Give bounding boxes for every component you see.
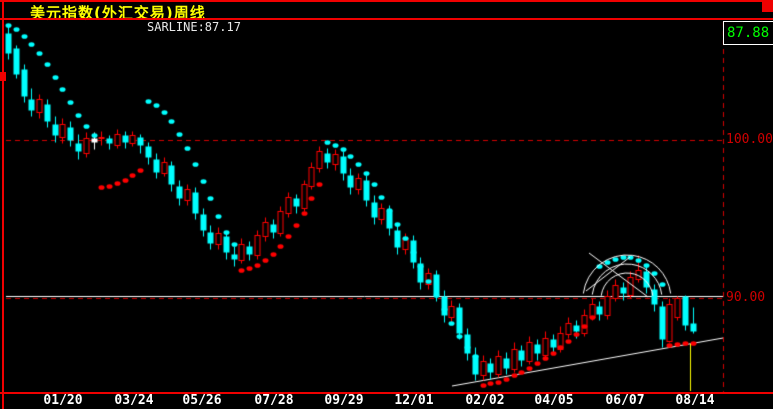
page-title: 美元指数(外汇交易)周线: [30, 4, 206, 22]
x-axis-label: 04/05: [534, 393, 574, 408]
x-axis-label: 08/14: [675, 393, 715, 408]
left-border: [2, 0, 4, 409]
y-axis-label-90: 90.00: [726, 290, 766, 305]
bottom-axis-line: [0, 392, 773, 394]
last-price-badge: 87.88: [723, 21, 773, 45]
title-underline: [0, 18, 773, 20]
x-axis-label: 05/26: [182, 393, 222, 408]
x-axis-label: 01/20: [43, 393, 83, 408]
x-axis-label: 06/07: [605, 393, 645, 408]
x-axis-label: 03/24: [114, 393, 154, 408]
corner-marker: [762, 0, 773, 12]
x-axis-label: 07/28: [254, 393, 294, 408]
x-axis-label: 09/29: [324, 393, 364, 408]
x-axis-label: 02/02: [465, 393, 505, 408]
left-border-marker: [0, 72, 6, 81]
sarline-indicator-label[interactable]: SARLINE:87.17: [147, 20, 241, 34]
top-border: [0, 0, 773, 2]
y-axis-label-100: 100.00: [726, 132, 773, 147]
x-axis-label: 12/01: [394, 393, 434, 408]
